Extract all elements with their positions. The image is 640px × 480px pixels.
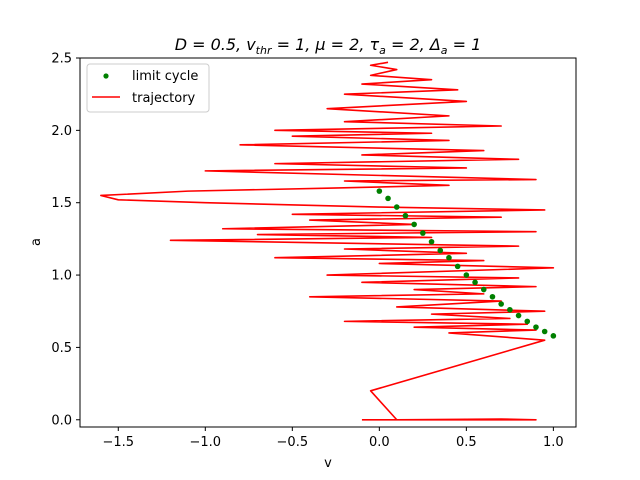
y-tick-label: 0.0 bbox=[51, 413, 72, 428]
legend-limit-cycle-label: limit cycle bbox=[132, 69, 198, 84]
x-axis-label: v bbox=[324, 456, 332, 471]
plot-frame bbox=[79, 57, 577, 428]
legend-box bbox=[86, 63, 210, 113]
limit-cycle-point bbox=[480, 286, 487, 293]
limit-cycle-point bbox=[472, 279, 478, 286]
limit-cycle-point bbox=[437, 247, 444, 254]
limit-cycle-point bbox=[489, 293, 496, 300]
y-tick-label: 1.5 bbox=[51, 196, 72, 211]
y-tick-label: 2.0 bbox=[51, 124, 72, 139]
chart-title: D = 0.5, vthr = 1, μ = 2, τa = 2, Δa = 1 bbox=[175, 35, 482, 57]
x-tick-label: 0.0 bbox=[369, 435, 390, 450]
y-tick-label: 2.5 bbox=[51, 52, 72, 67]
x-axis: −1.5 −1.0 −0.5 0.0 0.5 1.0 bbox=[102, 427, 564, 450]
x-tick-label: −1.5 bbox=[102, 435, 134, 450]
title-sub: thr bbox=[256, 44, 273, 57]
title-sub: a bbox=[379, 44, 386, 57]
limit-cycle-point bbox=[533, 324, 539, 330]
limit-cycle-point bbox=[550, 333, 557, 339]
limit-cycle-point bbox=[411, 221, 417, 228]
x-tick-label: 1.0 bbox=[543, 435, 564, 450]
title-part: D = 0.5, v bbox=[175, 35, 257, 54]
y-tick-label: 1.0 bbox=[51, 269, 72, 284]
title-part: = 1 bbox=[448, 35, 482, 54]
title-part: = 1, μ = 2, τ bbox=[271, 35, 379, 54]
limit-cycle-point bbox=[507, 306, 513, 313]
y-tick-label: 0.5 bbox=[51, 341, 72, 356]
limit-cycle-point bbox=[498, 301, 504, 307]
limit-cycle-point bbox=[463, 272, 470, 278]
x-tick-label: −1.0 bbox=[190, 435, 222, 450]
legend-trajectory-label: trajectory bbox=[132, 91, 196, 106]
limit-cycle-point bbox=[454, 263, 461, 270]
trajectory-series bbox=[100, 61, 555, 421]
y-axis: 0.0 0.5 1.0 1.5 2.0 2.5 bbox=[51, 52, 80, 428]
limit-cycle-point bbox=[385, 195, 391, 202]
limit-cycle-point bbox=[376, 188, 383, 194]
limit-cycle-series bbox=[376, 188, 557, 339]
limit-cycle-point bbox=[402, 212, 409, 219]
limit-cycle-point bbox=[393, 204, 400, 210]
limit-cycle-point bbox=[446, 254, 452, 261]
trajectory-line bbox=[100, 61, 555, 421]
title-part: = 2, Δ bbox=[386, 35, 441, 54]
y-axis-label: a bbox=[29, 238, 44, 246]
x-tick-label: 0.5 bbox=[456, 435, 477, 450]
legend-limit-cycle-marker bbox=[103, 73, 109, 79]
limit-cycle-point bbox=[428, 238, 435, 245]
title-sub: a bbox=[441, 44, 448, 57]
limit-cycle-point bbox=[524, 318, 531, 325]
legend: limit cycle trajectory bbox=[86, 63, 210, 113]
x-tick-label: −0.5 bbox=[277, 435, 309, 450]
limit-cycle-point bbox=[515, 312, 522, 319]
limit-cycle-point bbox=[541, 328, 548, 335]
limit-cycle-point bbox=[420, 230, 426, 236]
